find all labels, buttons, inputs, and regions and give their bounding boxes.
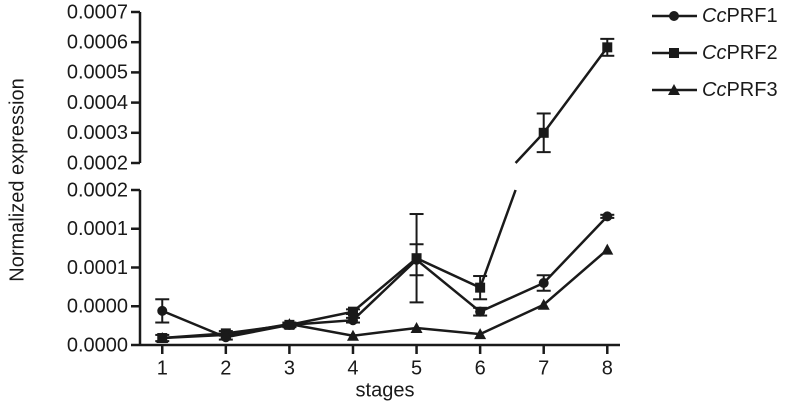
legend-label: CcPRF1 (702, 5, 778, 27)
legend-label-rest: PRF1 (726, 5, 777, 27)
marker (669, 11, 679, 21)
x-axis-label: stages (356, 379, 415, 401)
marker (411, 253, 422, 264)
x-tick-label: 7 (538, 357, 549, 379)
marker (537, 298, 550, 310)
y-tick-label: 0.0004 (67, 92, 128, 114)
x-tick-label: 1 (157, 357, 168, 379)
series-line (162, 189, 517, 340)
x-tick-label: 2 (220, 357, 231, 379)
marker (219, 328, 232, 340)
x-tick-label: 4 (347, 357, 358, 379)
y-tick-label: 0.0003 (67, 122, 128, 144)
y-tick-label: 0.0006 (67, 31, 128, 53)
marker (474, 328, 487, 340)
series-line (514, 46, 609, 164)
y-tick-label: 0.0007 (67, 1, 128, 23)
legend-label-rest: PRF2 (726, 42, 777, 64)
y-tick-label: 0.0001 (67, 218, 128, 240)
marker (475, 282, 486, 293)
legend-label-italic: Cc (702, 42, 726, 64)
y-tick-label: 0.0002 (67, 179, 128, 201)
legend-label-italic: Cc (702, 79, 726, 101)
series-line (161, 215, 609, 339)
legend-label-rest: PRF3 (726, 79, 777, 101)
y-tick-label: 0.0005 (67, 62, 128, 84)
marker (347, 306, 358, 317)
marker (602, 42, 613, 53)
x-tick-label: 6 (475, 357, 486, 379)
series-line (162, 248, 609, 340)
marker (283, 318, 296, 330)
y-tick-label: 0.0000 (67, 334, 128, 356)
legend-label: CcPRF3 (702, 79, 778, 101)
marker (668, 84, 680, 95)
legend-label: CcPRF2 (702, 42, 778, 64)
marker (538, 127, 549, 138)
marker (538, 278, 549, 288)
y-axis-label: Normalized expression (6, 78, 28, 281)
marker (601, 243, 614, 255)
y-tick-label: 0.0001 (67, 257, 128, 279)
y-tick-label: 0.0002 (67, 152, 128, 174)
x-tick-label: 8 (602, 357, 613, 379)
marker (347, 315, 358, 326)
y-tick-label: 0.0000 (67, 296, 128, 318)
marker (475, 306, 486, 317)
marker (669, 48, 679, 58)
marker (602, 211, 613, 222)
x-tick-label: 5 (411, 357, 422, 379)
marker (346, 329, 359, 341)
legend-label-italic: Cc (702, 5, 726, 27)
marker (156, 332, 169, 344)
x-tick-label: 3 (284, 357, 295, 379)
marker (157, 305, 168, 316)
marker (410, 321, 423, 333)
